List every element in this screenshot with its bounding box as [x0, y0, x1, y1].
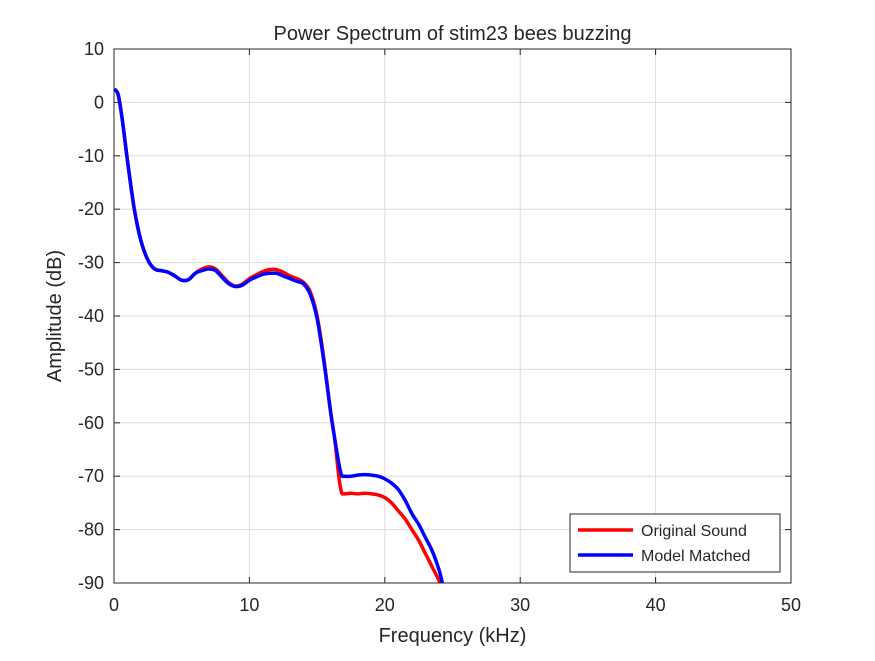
legend-label: Model Matched — [641, 548, 750, 565]
series-lines — [114, 87, 445, 583]
axis-ticks: 0 10 20 30 40 50 10 0 -10 -20 -30 -40 -50 -60 -70 -80 -9… — [78, 39, 801, 615]
legend: Original Sound Model Matched — [569, 513, 781, 573]
y-tick-label: -80 — [78, 520, 104, 540]
legend-label: Original Sound — [641, 523, 747, 540]
x-tick-label: 30 — [510, 595, 530, 615]
x-tick-label: 0 — [109, 595, 119, 615]
grid — [113, 48, 792, 584]
y-tick-label: -10 — [78, 146, 104, 166]
x-tick-label: 40 — [646, 595, 666, 615]
x-tick-label: 10 — [239, 595, 259, 615]
y-tick-label: 10 — [84, 39, 104, 59]
y-tick-label: -20 — [78, 199, 104, 219]
y-tick-label: -50 — [78, 359, 104, 379]
y-tick-label: -30 — [78, 253, 104, 273]
series-line-2 — [114, 87, 445, 583]
x-tick-label: 20 — [375, 595, 395, 615]
y-tick-label: 0 — [94, 92, 104, 112]
series-line-1 — [114, 87, 443, 583]
chart-title: Power Spectrum of stim23 bees buzzing — [274, 23, 632, 45]
y-tick-label: -70 — [78, 466, 104, 486]
x-axis-label: Frequency (kHz) — [379, 625, 527, 647]
y-tick-label: -60 — [78, 413, 104, 433]
y-axis-label: Amplitude (dB) — [44, 250, 66, 382]
y-tick-label: -40 — [78, 306, 104, 326]
y-tick-label: -90 — [78, 573, 104, 593]
legend-box — [569, 513, 781, 573]
x-tick-label: 50 — [781, 595, 801, 615]
